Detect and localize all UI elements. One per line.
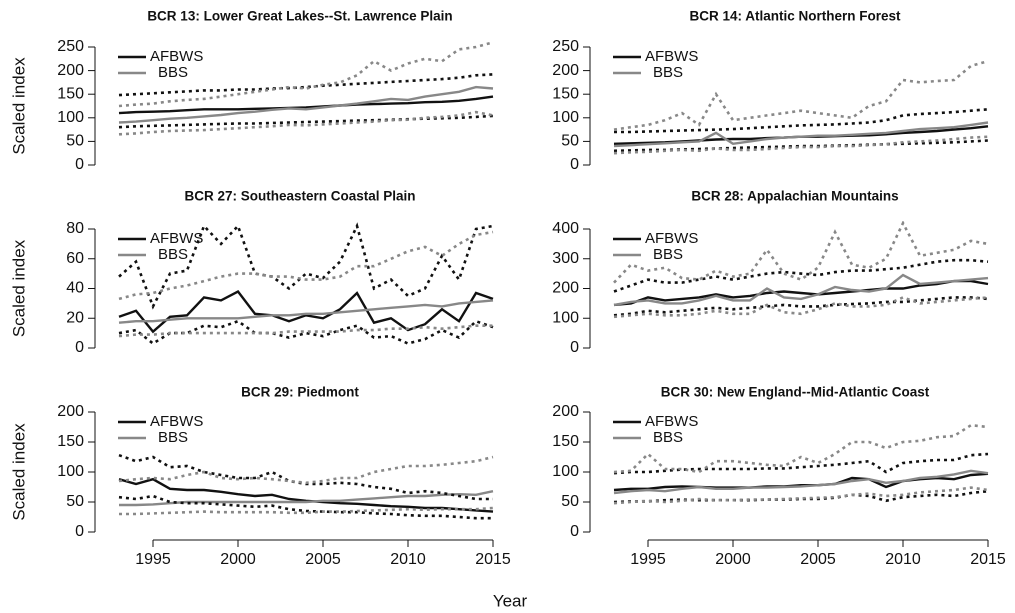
interval-line [613,135,989,155]
panel-title: BCR 14: Atlantic Northern Forest [689,9,901,24]
interval-line [613,221,989,284]
interval-line [118,455,494,485]
x-tick-label: 1995 [135,551,171,568]
panel-title: BCR 13: Lower Great Lakes--St. Lawrence … [147,9,452,24]
legend-label: BBS [158,429,188,446]
legend-label: BBS [158,64,188,81]
y-tick-label: 300 [552,250,579,267]
index-line [613,273,989,307]
y-tick-label: 50 [66,133,84,150]
plot-area [118,41,494,136]
x-tick-label: 2005 [305,551,341,568]
y-tick-label: 150 [57,85,84,102]
x-tick-label: 2000 [220,551,256,568]
y-tick-label: 200 [57,62,84,79]
x-axis-label: Year [493,591,528,610]
index-line [118,95,494,115]
interval-line [613,423,989,474]
x-tick-label: 2005 [800,551,836,568]
x-tick-label: 2000 [715,551,751,568]
legend-label: AFBWS [645,413,698,430]
y-tick-label: 200 [552,403,579,420]
legend-label: AFBWS [645,230,698,247]
y-tick-label: 20 [66,309,84,326]
x-tick-label: 1995 [630,551,666,568]
y-tick-label: 50 [561,133,579,150]
legend-label: BBS [653,246,683,263]
y-tick-label: 0 [75,339,84,356]
y-tick-label: 200 [57,403,84,420]
y-tick-label: 0 [75,156,84,173]
panel-title: BCR 28: Appalachian Mountains [691,189,898,204]
y-axis-label: Scaled index [9,423,28,521]
index-line [118,85,494,124]
legend-label: AFBWS [150,230,203,247]
legend-label: BBS [653,429,683,446]
y-tick-label: 100 [552,109,579,126]
panel-title: BCR 27: Southeastern Coastal Plain [184,189,415,204]
interval-line [118,41,494,108]
interval-line [118,230,494,301]
x-tick-label: 2015 [475,551,511,568]
panel: BCR 14: Atlantic Northern Forest 0 50 100 15… [552,9,989,173]
panel-title: BCR 30: New England--Mid-Atlantic Coast [661,385,930,400]
y-tick-label: 250 [57,38,84,55]
index-line [613,121,989,148]
y-tick-label: 50 [66,493,84,510]
y-tick-label: 100 [552,463,579,480]
index-line [118,289,494,334]
panel-title: BCR 29: Piedmont [241,385,359,400]
interval-line [613,59,989,131]
plot-area [613,59,989,155]
plot-area [118,222,494,346]
y-tick-label: 200 [552,62,579,79]
index-line [613,469,989,495]
interval-line [118,110,494,136]
x-tick-label: 2015 [970,551,1006,568]
y-tick-label: 50 [561,493,579,510]
interval-line [118,319,494,346]
interval-line [613,296,989,319]
plot-area [613,221,989,319]
y-tick-label: 40 [66,280,84,297]
legend-label: BBS [158,246,188,263]
y-tick-label: 100 [552,309,579,326]
y-tick-label: 250 [552,38,579,55]
y-tick-label: 200 [552,280,579,297]
panel: BCR 28: Appalachian Mountains 0 100 200 300 4… [552,189,989,356]
legend-label: AFBWS [150,48,203,65]
y-tick-label: 80 [66,220,84,237]
y-axis-label: Scaled index [9,239,28,337]
panel: BCR 29: Piedmont Scaled index 0 50 100 150 200… [9,385,510,569]
interval-line [613,258,989,293]
y-tick-label: 60 [66,250,84,267]
y-tick-label: 150 [552,433,579,450]
y-tick-label: 150 [57,433,84,450]
interval-line [118,324,493,338]
index-line [118,299,494,324]
y-tick-label: 0 [570,339,579,356]
y-axis-label: Scaled index [9,57,28,155]
panel: BCR 30: New England--Mid-Atlantic Coast 0… [552,385,1006,569]
y-tick-label: 100 [57,109,84,126]
panel: BCR 13: Lower Great Lakes--St. Lawrence … [9,9,494,173]
panel: BCR 27: Southeastern Coastal Plain Scaled… [9,189,494,356]
y-tick-label: 400 [552,220,579,237]
x-tick-label: 2010 [885,551,921,568]
y-tick-label: 0 [570,156,579,173]
legend-label: AFBWS [150,413,203,430]
index-line [613,279,989,307]
y-tick-label: 0 [570,523,579,540]
plot-area [118,453,494,520]
x-tick-label: 2010 [390,551,426,568]
legend-label: AFBWS [645,48,698,65]
legend-label: BBS [653,64,683,81]
y-tick-label: 0 [75,523,84,540]
y-tick-label: 100 [57,463,84,480]
interval-line [118,494,493,520]
plot-area [613,423,989,505]
y-tick-label: 150 [552,85,579,102]
interval-line [613,452,989,475]
